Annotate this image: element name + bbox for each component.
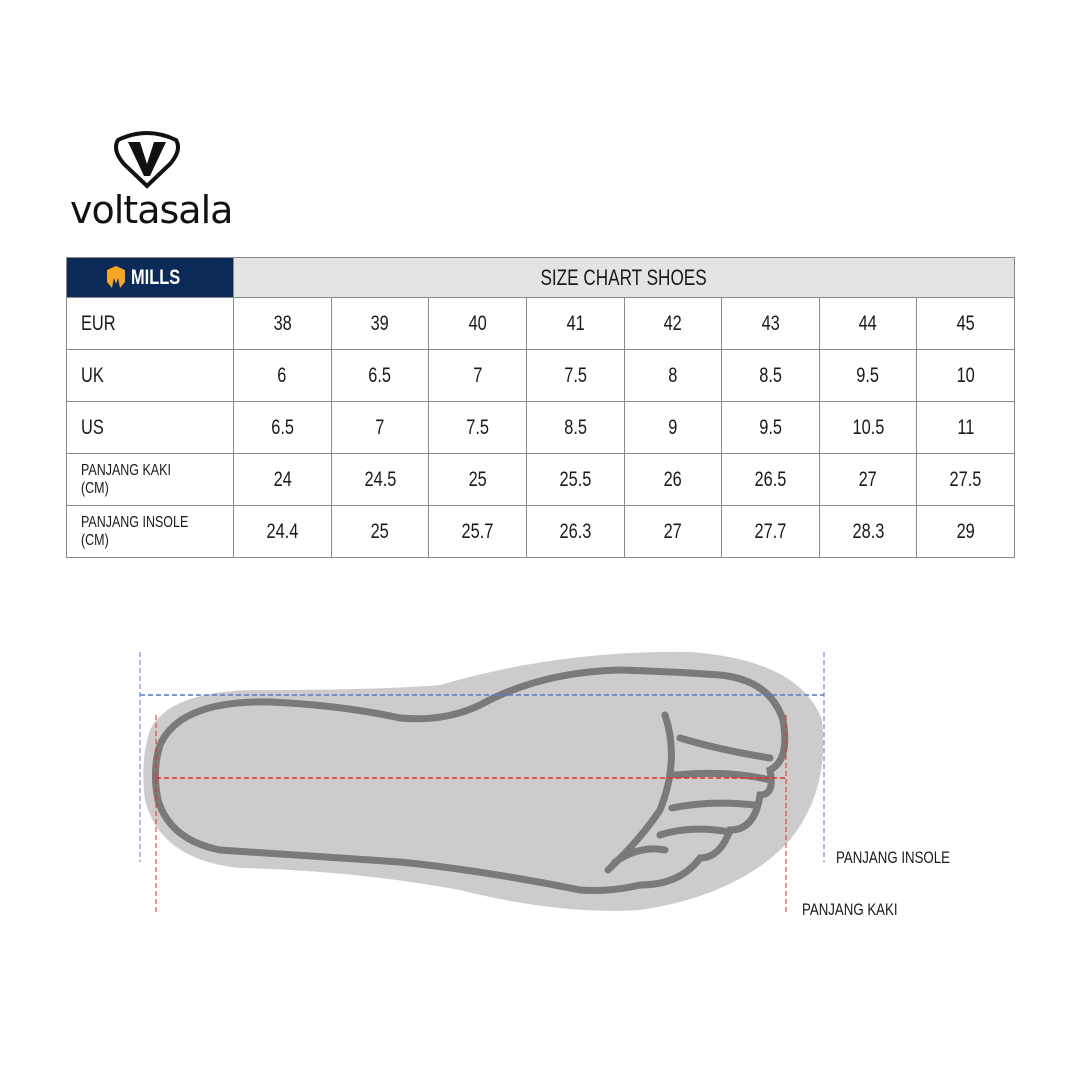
size-cell: 27 (818, 453, 918, 506)
size-cell: 7 (330, 401, 430, 454)
foot-outline (151, 666, 789, 894)
size-cell: 41 (525, 297, 625, 350)
size-cell: 39 (330, 297, 430, 350)
size-cell: 27.5 (916, 453, 1015, 506)
size-cell: 25 (428, 453, 527, 506)
size-cell: 8.5 (721, 349, 820, 402)
size-cell: 8.5 (525, 401, 625, 454)
table-row: PANJANG KAKI (CM) 24 24.5 25 25.5 26 26.5 27 27.… (66, 453, 1015, 506)
size-cell: 6.5 (233, 401, 332, 454)
size-cell: 25.5 (525, 453, 625, 506)
size-cell: 9.5 (721, 401, 820, 454)
size-cell: 24.5 (330, 453, 430, 506)
size-cell: 38 (233, 297, 332, 350)
size-cell: 26.3 (525, 505, 625, 558)
table-row: EUR 38 39 40 41 42 43 44 45 (66, 297, 1015, 350)
size-cell: 6.5 (330, 349, 430, 402)
size-cell: 9.5 (818, 349, 918, 402)
foot-length-label: PANJANG KAKI (802, 900, 898, 919)
table-row: PANJANG INSOLE (CM) 24.4 25 25.7 26.3 27 27.7 2… (66, 505, 1015, 558)
size-cell: 44 (818, 297, 918, 350)
size-cell: 24 (233, 453, 332, 506)
insole-length-label: PANJANG INSOLE (836, 848, 950, 867)
size-cell: 10 (916, 349, 1015, 402)
size-cell: 7 (428, 349, 527, 402)
size-cell: 25 (330, 505, 430, 558)
size-cell: 26 (623, 453, 723, 506)
size-cell: 28.3 (818, 505, 918, 558)
mills-brand-cell: MILLS (66, 257, 234, 298)
size-cell: 26.5 (721, 453, 820, 506)
size-cell: 25.7 (428, 505, 527, 558)
row-label: EUR (66, 297, 234, 350)
size-cell: 24.4 (233, 505, 332, 558)
row-label: PANJANG INSOLE (CM) (66, 505, 234, 558)
size-cell: 11 (916, 401, 1015, 454)
size-cell: 8 (623, 349, 723, 402)
row-label: PANJANG KAKI (CM) (66, 453, 234, 506)
chart-title: SIZE CHART SHOES (233, 257, 1015, 298)
voltasala-logo-icon (114, 131, 180, 189)
size-cell: 9 (623, 401, 723, 454)
mills-helmet-icon (106, 265, 125, 288)
size-cell: 7.5 (428, 401, 527, 454)
row-label: US (66, 401, 234, 454)
size-chart-table: MILLS SIZE CHART SHOES EUR 38 39 40 41 42 43 44… (66, 257, 1015, 558)
size-cell: 43 (721, 297, 820, 350)
insole-shape (143, 651, 824, 911)
brand-wordmark: voltasala (70, 188, 233, 232)
table-row: US 6.5 7 7.5 8.5 9 9.5 10.5 11 (66, 401, 1015, 454)
size-cell: 40 (428, 297, 527, 350)
table-row: UK 6 6.5 7 7.5 8 8.5 9.5 10 (66, 349, 1015, 402)
size-cell: 27 (623, 505, 723, 558)
size-cell: 42 (623, 297, 723, 350)
size-cell: 6 (233, 349, 332, 402)
size-cell: 7.5 (525, 349, 625, 402)
row-label: UK (66, 349, 234, 402)
sub-brand-name: MILLS (131, 265, 181, 289)
size-cell: 10.5 (818, 401, 918, 454)
size-cell: 45 (916, 297, 1015, 350)
size-cell: 27.7 (721, 505, 820, 558)
size-cell: 29 (916, 505, 1015, 558)
